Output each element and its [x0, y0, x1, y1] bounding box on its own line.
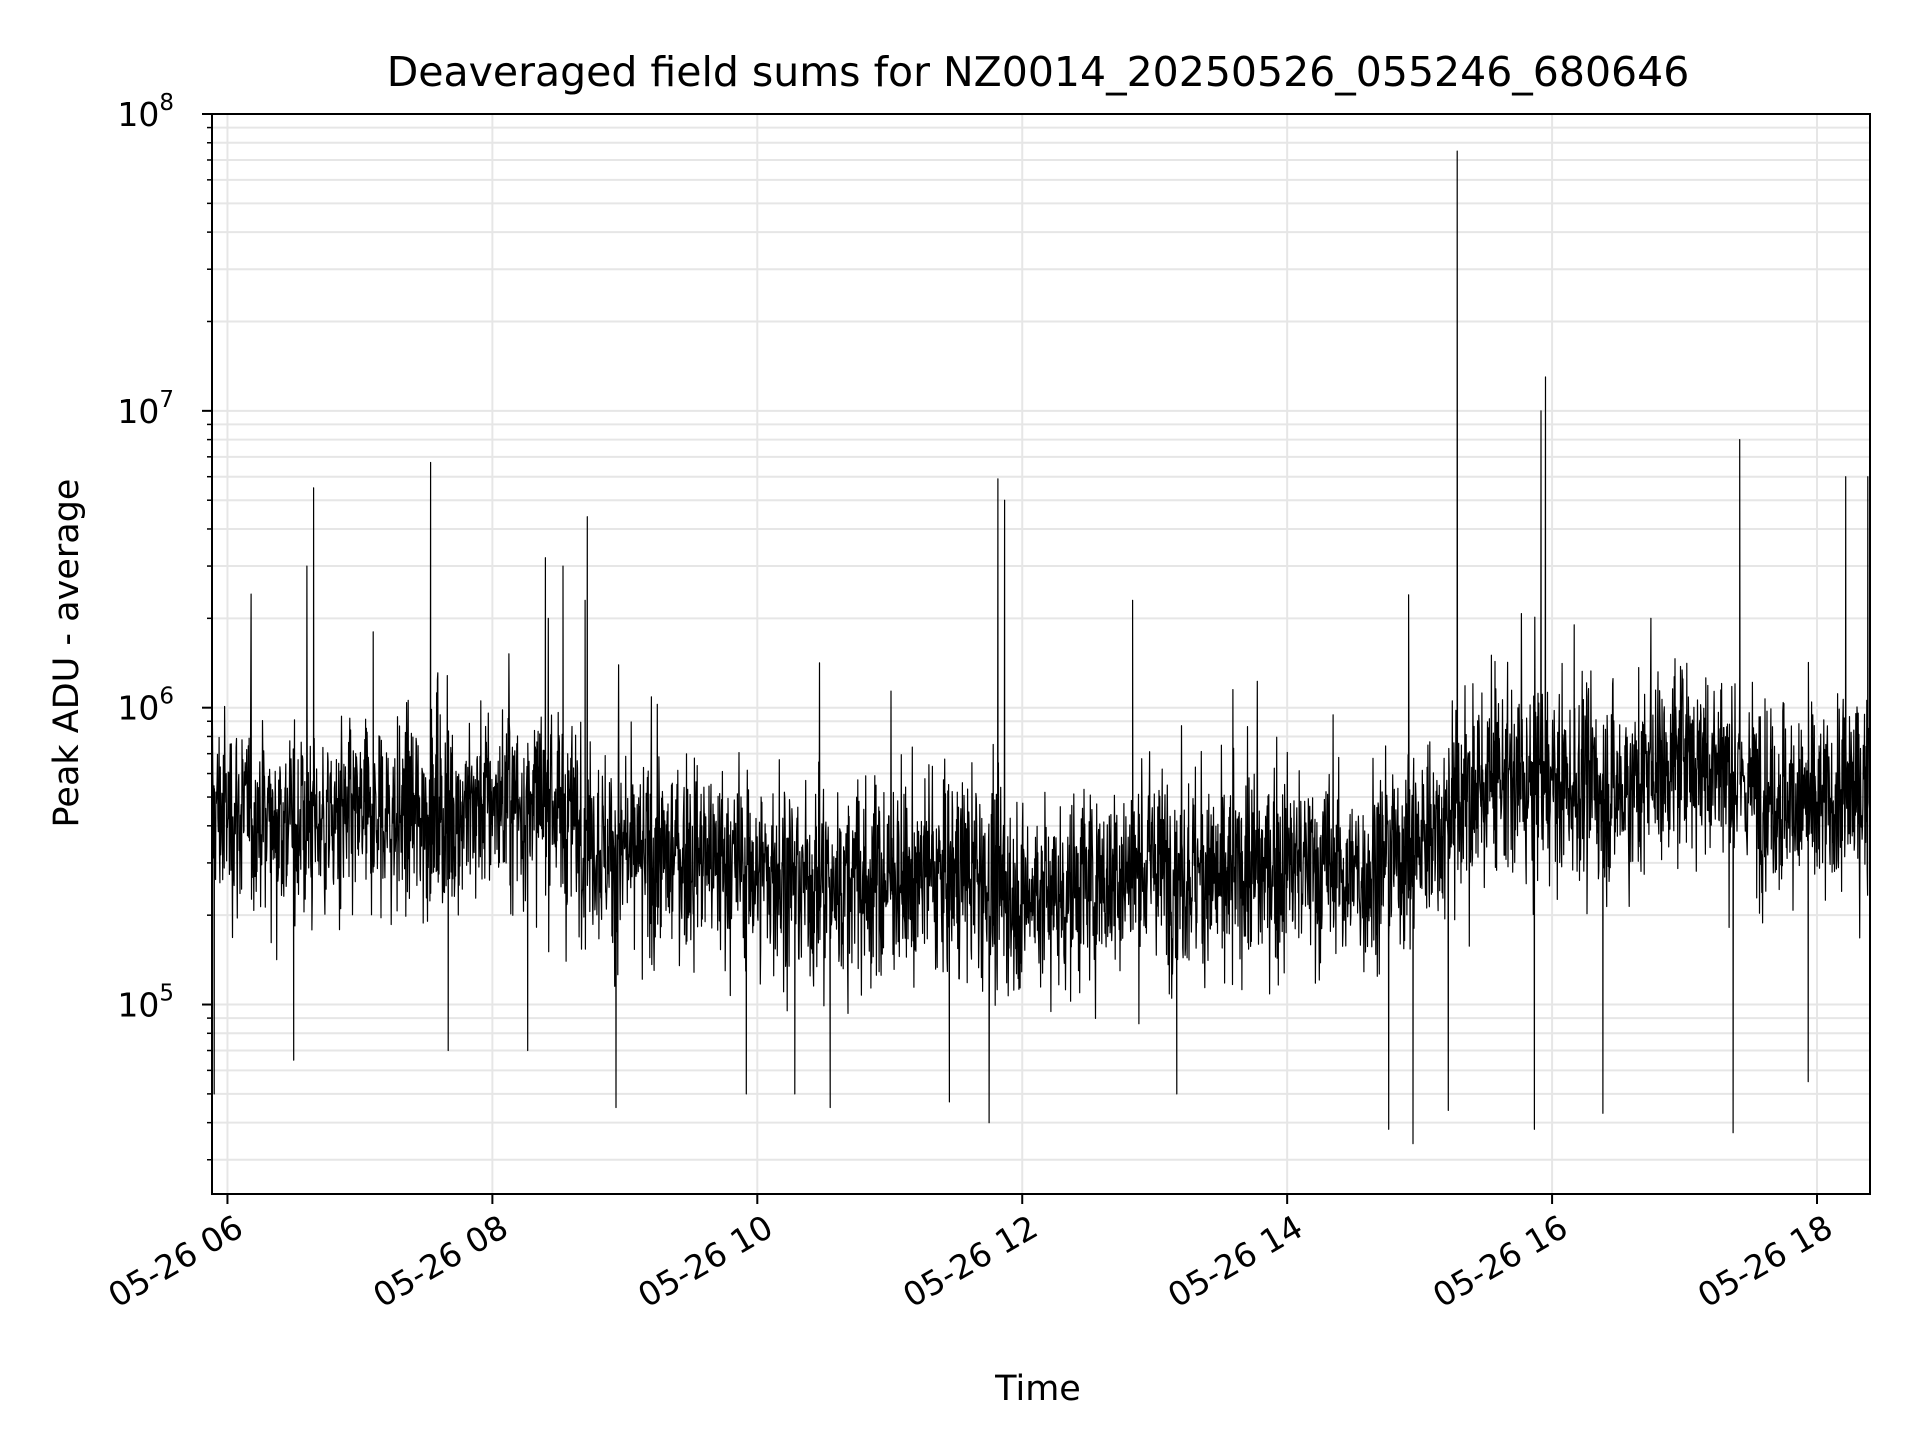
plot-frame	[211, 113, 1871, 1195]
y-axis-label: Peak ADU - average	[47, 479, 87, 828]
y-tick-label: 108	[117, 90, 174, 134]
x-axis-label: Time	[994, 1369, 1081, 1409]
series-line	[211, 150, 1871, 1145]
y-tick-label: 106	[117, 684, 174, 728]
series-layer	[211, 150, 1871, 1145]
y-tick-label: 107	[117, 387, 174, 431]
chart-title: Deaveraged field sums for NZ0014_2025052…	[387, 48, 1690, 96]
y-tick-label: 105	[117, 981, 174, 1025]
